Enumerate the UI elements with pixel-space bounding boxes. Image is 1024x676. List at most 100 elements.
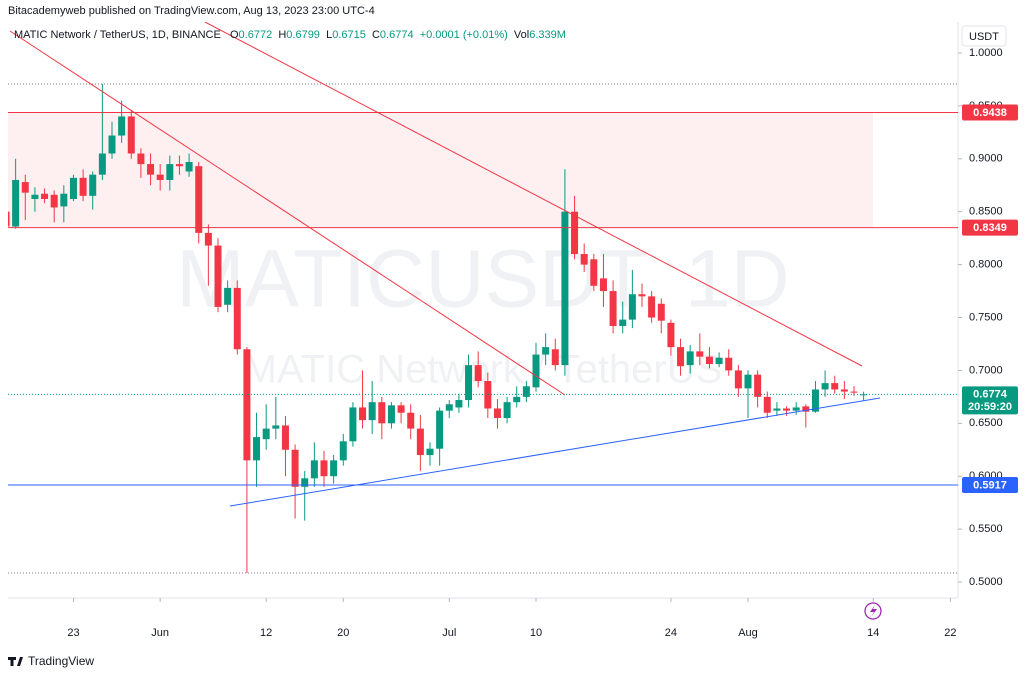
candle-body [69, 177, 77, 200]
candle-body [696, 351, 704, 357]
candle-body [12, 179, 20, 227]
candle-body [522, 386, 530, 397]
candle-body [725, 357, 733, 371]
y-tick-label: 1.0000 [969, 47, 1003, 59]
candle-body [580, 254, 588, 265]
trend-line [204, 22, 863, 367]
candle-body [590, 259, 598, 286]
trend-line [9, 30, 566, 396]
watermark-description: MATIC Network / TetherUS [244, 348, 723, 392]
candle-body [715, 357, 723, 365]
candle-body [79, 177, 87, 196]
candle-body [783, 408, 791, 411]
candle-body [137, 153, 145, 165]
candle-body [185, 161, 193, 172]
candle-body [330, 460, 338, 477]
candle-body [561, 211, 569, 366]
candle-body [657, 303, 665, 321]
candle-body [349, 407, 357, 442]
x-tick-label: 20 [337, 627, 349, 639]
candle-body [166, 164, 174, 180]
candle-body [677, 347, 685, 367]
candle-body [368, 402, 376, 421]
candle-body [98, 153, 106, 175]
x-tick-label: 12 [260, 627, 272, 639]
price-label-box [962, 219, 1018, 236]
y-tick-label: 0.6500 [969, 417, 1003, 429]
drawings [9, 22, 881, 507]
ohlc-value: 0.6772 [238, 29, 273, 41]
ohlc-key: L [326, 29, 333, 41]
candle-body [484, 380, 492, 409]
last-price-label: 0.6774 [973, 389, 1008, 401]
candle-body [754, 374, 762, 397]
candle-layer [8, 84, 868, 574]
price-label: 0.5917 [973, 479, 1007, 491]
candle-body [156, 174, 164, 180]
candle-body [175, 164, 183, 167]
candle-body [792, 407, 800, 411]
candle-body [224, 287, 232, 305]
y-tick-label: 0.8000 [969, 259, 1003, 271]
axis-layer: 0.50000.55000.60000.65000.70000.75000.80… [8, 47, 1018, 639]
y-tick-label: 0.7500 [969, 311, 1003, 323]
candle-body [802, 406, 810, 412]
attribution: Bitacademyweb published on TradingView.c… [8, 5, 375, 17]
x-tick-label: 24 [665, 627, 677, 639]
candle-body [416, 428, 424, 456]
events-bolt [870, 605, 877, 617]
candle-body [253, 437, 261, 461]
candle-body [8, 211, 10, 227]
candle-body [407, 412, 415, 429]
candle-body [387, 405, 395, 424]
x-tick-label: 23 [67, 627, 79, 639]
candle-body [503, 402, 511, 419]
candle-body [551, 349, 559, 366]
candle-body [465, 365, 473, 401]
candle-body [359, 407, 367, 421]
price-label: 0.9438 [973, 107, 1007, 119]
y-tick-label: 0.7000 [969, 364, 1003, 376]
y-tick-label: 0.5000 [969, 576, 1003, 588]
candle-body [831, 383, 839, 390]
candle-body [204, 232, 212, 246]
candle-body [609, 291, 617, 326]
legend: MATIC Network / TetherUS, 1D, BINANCE O0… [14, 29, 566, 41]
candle-body [378, 402, 386, 424]
candle-body [291, 449, 299, 487]
change: +0.0001 (+0.01%) [419, 29, 508, 41]
currency-button[interactable] [961, 25, 1007, 47]
candle-body [118, 116, 126, 136]
candle-body [734, 370, 742, 389]
candle-body [436, 410, 444, 449]
currency-label[interactable]: USDT [969, 31, 999, 43]
candle-body [474, 365, 482, 381]
candle-body [667, 322, 675, 348]
countdown: 20:59:20 [968, 401, 1012, 413]
ohlc-key: C [371, 29, 380, 41]
candle-body [619, 319, 627, 326]
candle-body [89, 174, 97, 196]
candle-body [233, 287, 241, 350]
candle-body [214, 245, 222, 307]
y-tick-label: 0.5500 [969, 523, 1003, 535]
price-label-box [962, 104, 1018, 121]
candle-body [127, 116, 135, 154]
price-label-box [962, 477, 1018, 494]
candle-body [513, 396, 521, 403]
candle-body [705, 356, 713, 365]
candle-body [41, 193, 49, 200]
candle-body [147, 164, 155, 175]
volume-key: Vol [513, 29, 530, 41]
candle-body [243, 349, 251, 461]
last-price-box [962, 386, 1018, 415]
candle-body [272, 425, 280, 429]
ohlc-value: 0.6715 [332, 29, 366, 41]
watermark: MATICUSDT, 1D [176, 234, 790, 325]
candle-body [50, 194, 58, 208]
candle-body [542, 347, 550, 355]
x-tick-label: Aug [738, 627, 758, 639]
candle-body [648, 296, 656, 318]
candle-body [821, 383, 829, 390]
